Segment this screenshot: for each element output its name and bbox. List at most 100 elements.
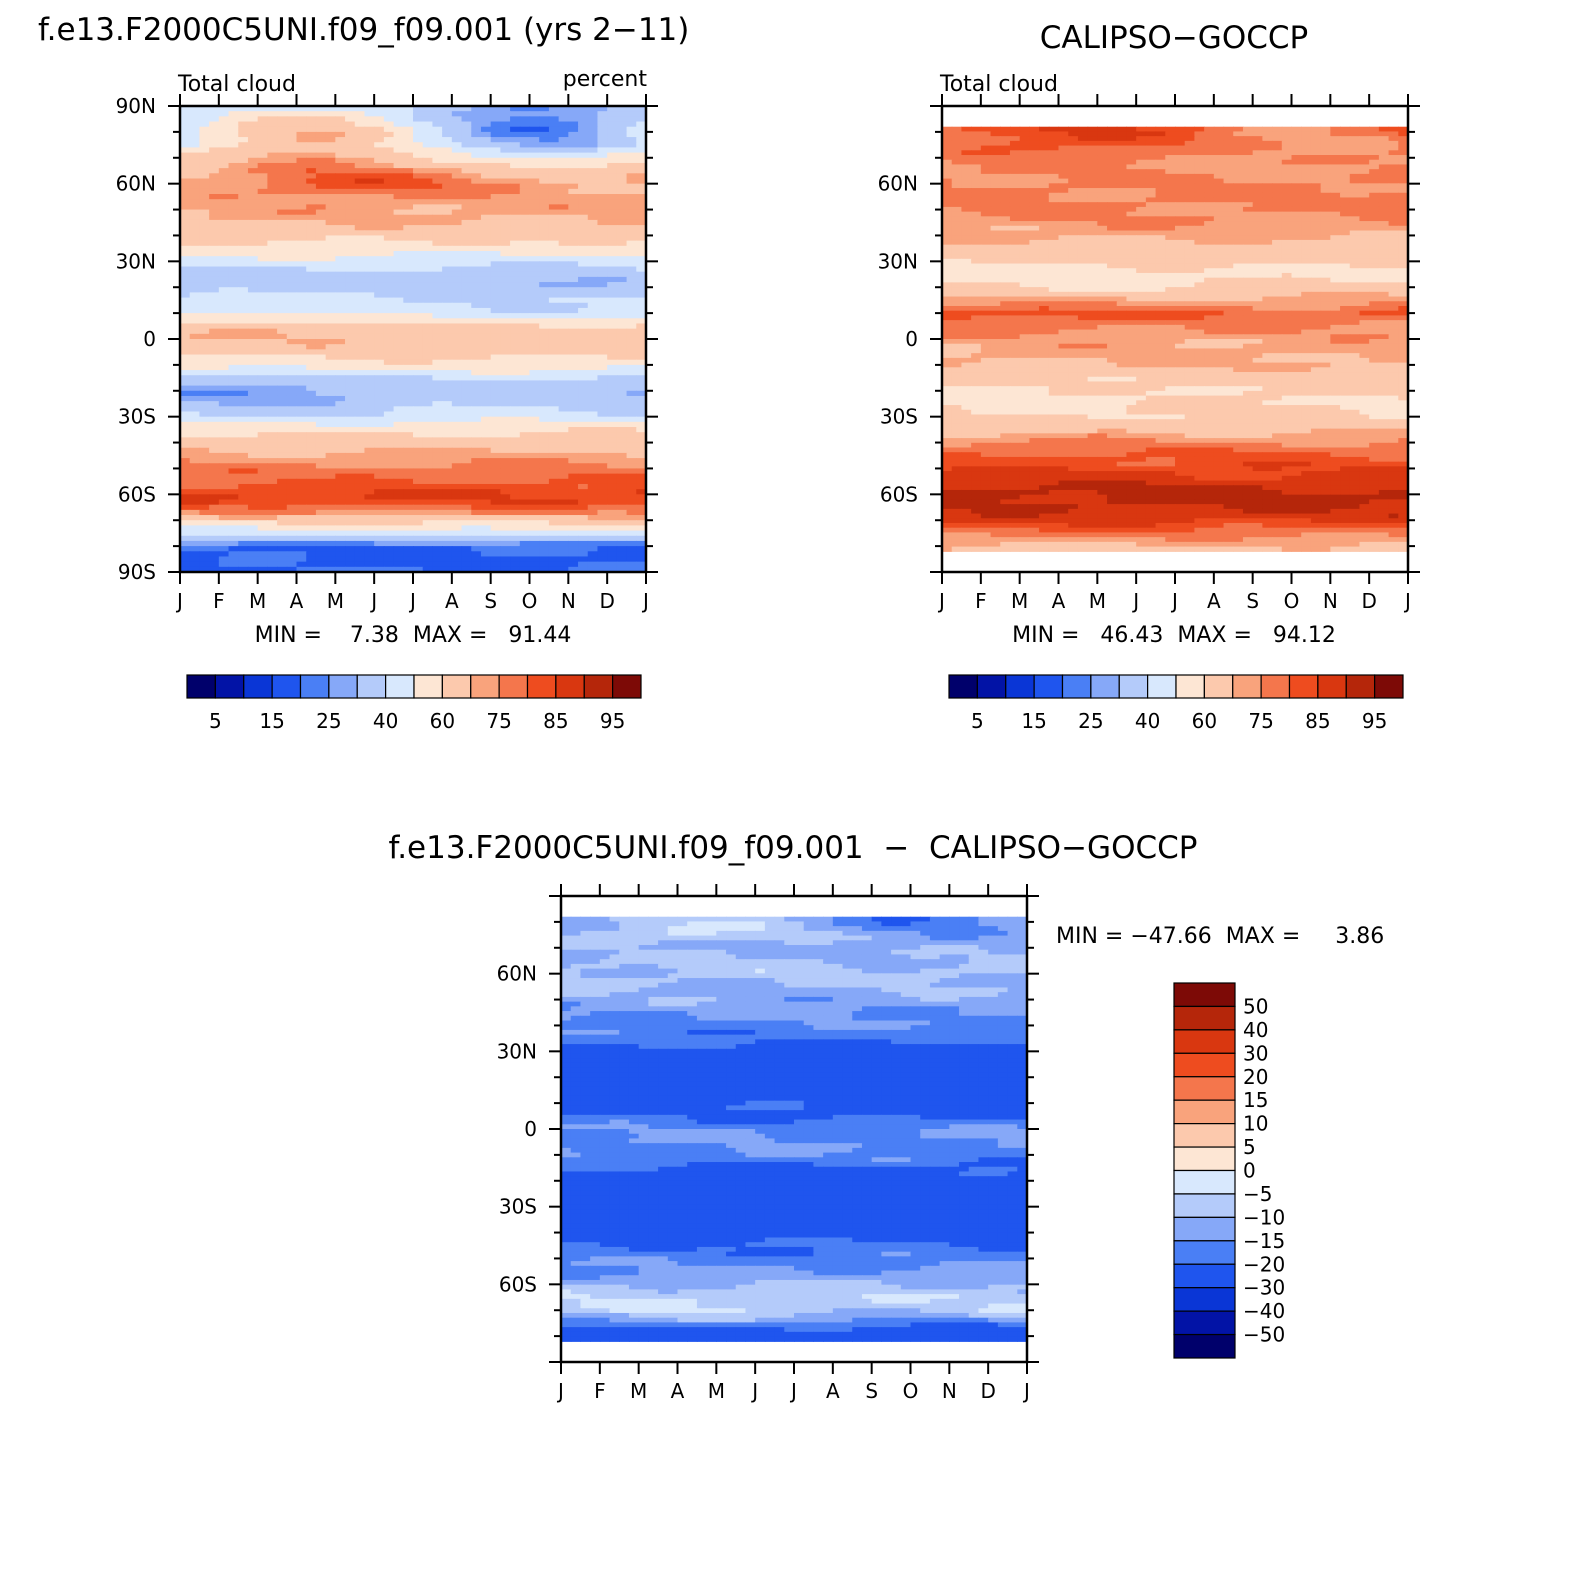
contour-cell xyxy=(180,432,191,438)
contour-cell xyxy=(335,421,346,428)
contour-cell xyxy=(626,178,637,185)
contour-cell xyxy=(500,437,511,444)
contour-cell xyxy=(277,209,288,216)
contour-cell xyxy=(1204,136,1215,142)
contour-cell xyxy=(432,556,443,563)
contour-cell xyxy=(180,339,191,345)
contour-cell xyxy=(490,235,501,242)
contour-cell xyxy=(558,385,569,392)
contour-cell xyxy=(422,271,434,278)
contour-cell xyxy=(267,427,278,433)
contour-cell xyxy=(209,354,220,361)
contour-cell xyxy=(315,395,327,402)
contour-cell xyxy=(461,525,472,532)
contour-cell xyxy=(548,152,560,159)
contour-cell xyxy=(413,230,424,237)
contour-cell xyxy=(422,333,434,340)
contour-cell xyxy=(616,235,628,242)
contour-cell xyxy=(942,126,953,133)
contour-cell xyxy=(616,432,628,438)
contour-cell xyxy=(578,344,589,350)
contour-cell xyxy=(335,463,346,470)
contour-cell xyxy=(1009,159,1021,166)
contour-cell xyxy=(403,126,414,133)
contour-cell xyxy=(422,344,434,350)
contour-cell xyxy=(257,240,268,247)
contour-cell xyxy=(257,152,268,159)
contour-cell xyxy=(364,416,375,423)
contour-cell xyxy=(636,354,647,361)
contour-cell xyxy=(413,478,424,485)
contour-cell xyxy=(980,131,992,137)
contour-cell xyxy=(471,463,482,470)
contour-cell xyxy=(306,452,317,459)
contour-cell xyxy=(548,245,560,252)
contour-cell xyxy=(315,142,327,149)
contour-cell xyxy=(432,535,443,542)
contour-cell xyxy=(471,395,482,402)
contour-cell xyxy=(451,515,463,521)
contour-cell xyxy=(247,333,259,340)
contour-cell xyxy=(500,235,511,242)
contour-cell xyxy=(626,256,637,262)
contour-cell xyxy=(636,173,647,180)
contour-cell xyxy=(587,131,599,138)
contour-cell xyxy=(519,106,531,112)
contour-cell xyxy=(315,209,327,216)
contour-cell xyxy=(461,225,472,231)
contour-cell xyxy=(345,540,356,547)
contour-cell xyxy=(325,390,336,397)
contour-cell xyxy=(296,142,307,149)
contour-cell xyxy=(1184,136,1196,142)
contour-cell xyxy=(247,292,259,299)
contour-cell xyxy=(189,219,201,226)
contour-cell xyxy=(1388,169,1399,175)
contour-cell xyxy=(286,121,298,128)
contour-cell xyxy=(325,344,336,350)
contour-cell xyxy=(325,287,336,293)
contour-cell xyxy=(1194,136,1205,142)
contour-cell xyxy=(587,137,599,143)
contour-cell xyxy=(364,302,375,309)
contour-cell xyxy=(568,442,579,449)
contour-cell xyxy=(442,292,453,299)
contour-cell xyxy=(432,214,443,221)
contour-cell xyxy=(238,209,249,216)
contour-cell xyxy=(568,406,579,413)
contour-cell xyxy=(189,287,201,293)
contour-cell xyxy=(1233,136,1244,142)
contour-cell xyxy=(335,535,346,542)
contour-cell xyxy=(199,121,210,128)
contour-cell xyxy=(325,566,336,573)
contour-cell xyxy=(529,380,540,387)
contour-cell xyxy=(626,235,637,242)
contour-cell xyxy=(519,287,531,293)
contour-cell xyxy=(403,535,414,542)
contour-cell xyxy=(510,375,521,382)
contour-cell xyxy=(403,245,414,252)
contour-cell xyxy=(510,199,521,205)
contour-cell xyxy=(461,556,472,563)
contour-cell xyxy=(383,147,395,154)
contour-cell xyxy=(626,525,637,532)
x-tick-label: J xyxy=(175,589,183,613)
contour-cell xyxy=(315,515,327,521)
contour-cell xyxy=(374,111,385,117)
contour-cell xyxy=(1204,159,1215,166)
contour-cell xyxy=(325,204,336,211)
contour-cell xyxy=(306,214,317,221)
contour-cell xyxy=(636,333,647,340)
contour-cell xyxy=(597,437,608,444)
contour-cell xyxy=(218,318,230,325)
contour-cell xyxy=(1126,155,1137,161)
contour-cell xyxy=(335,302,346,309)
contour-cell xyxy=(218,245,230,252)
contour-cell xyxy=(451,447,463,454)
contour-cell xyxy=(422,411,434,418)
contour-cell xyxy=(189,427,201,433)
contour-cell xyxy=(238,219,249,226)
contour-cell xyxy=(286,318,298,325)
contour-cell xyxy=(529,401,540,407)
contour-cell xyxy=(286,421,298,428)
contour-cell xyxy=(471,188,482,195)
